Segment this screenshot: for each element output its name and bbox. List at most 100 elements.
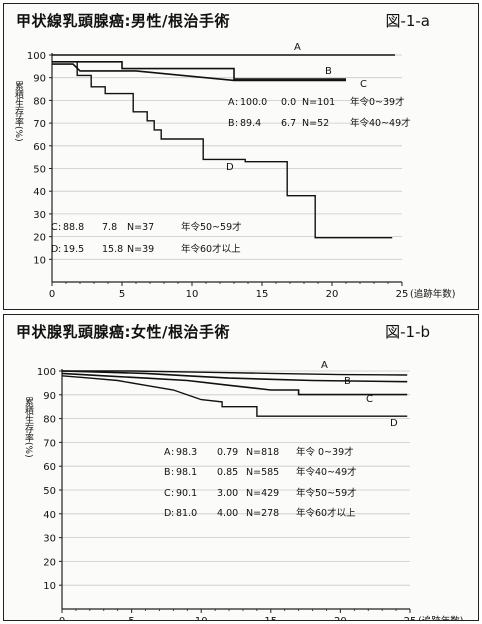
stat-separator: : <box>171 508 174 519</box>
stat-separator: : <box>58 222 61 233</box>
stat-age: 年令40~49才 <box>296 466 357 478</box>
x-tick-label: 20 <box>326 289 339 300</box>
stat-se: 0.79 <box>217 447 238 458</box>
stat-rate: 88.8 <box>63 222 84 233</box>
stat-n: N=39 <box>127 244 154 255</box>
stat-n: N=37 <box>127 222 154 233</box>
stat-separator: : <box>235 97 238 108</box>
stat-n: N=818 <box>246 447 279 458</box>
y-tick-label: 40 <box>33 187 46 198</box>
stat-group: A <box>164 447 171 458</box>
stat-se: 7.8 <box>102 222 117 233</box>
series-line-c <box>52 63 346 82</box>
stat-age: 年令50~59才 <box>181 221 242 233</box>
y-tick-label: 80 <box>33 96 46 107</box>
series-line-d <box>52 61 393 239</box>
stat-separator: : <box>58 244 61 255</box>
stat-group: B <box>164 467 171 478</box>
stat-age: 年令50~59才 <box>296 487 357 499</box>
stat-rate: 81.0 <box>176 508 197 519</box>
series-line-c <box>61 372 408 396</box>
y-tick-label: 70 <box>33 119 46 130</box>
y-tick-label: 50 <box>43 486 56 497</box>
x-axis-label: (追跡年数) <box>410 288 455 300</box>
y-tick-label: 90 <box>33 74 46 85</box>
series-line-a <box>62 370 408 376</box>
stat-rate: 89.4 <box>240 118 261 129</box>
figure-label: 図-1-b <box>385 323 430 341</box>
x-tick-label: 0 <box>59 616 65 620</box>
x-tick-label: 15 <box>256 289 269 300</box>
figure-label: 図-1-a <box>385 12 430 30</box>
x-tick-label: 25 <box>396 289 409 300</box>
stat-rate: 90.1 <box>176 488 197 499</box>
series-label-a: A <box>294 42 301 53</box>
survival-chart-male: 10 20 30 40 50 60 70 80 90 100 0 5 10 15 20 25 (追跡年数) 累積生… <box>13 42 455 300</box>
y-tick-label: 90 <box>43 391 56 402</box>
chart-title: 甲状腺乳頭腺癌:女性/根治手術 <box>16 323 230 341</box>
series-label-c: C <box>360 79 367 90</box>
x-tick-label: 5 <box>128 616 134 620</box>
stat-age: 年令0~39才 <box>350 96 405 108</box>
stat-se: 15.8 <box>102 244 123 255</box>
y-axis-label: 累積生存率(%) <box>13 81 24 142</box>
stat-n: N=278 <box>246 508 279 519</box>
stat-se: 6.7 <box>281 118 296 129</box>
stat-age: 年令 0~39才 <box>296 446 354 458</box>
y-tick-label: 80 <box>43 415 56 426</box>
chart-panel-male: 甲状線乳頭腺癌:男性/根治手術 図-1-a 10 20 30 40 50 60 70 80 90… <box>3 3 479 310</box>
chart-title: 甲状線乳頭腺癌:男性/根治手術 <box>16 12 230 30</box>
series-label-d: D <box>390 418 398 429</box>
stat-rate: 98.3 <box>176 447 197 458</box>
x-tick-label: 10 <box>186 289 199 300</box>
stat-age: 年令40~49才 <box>350 117 411 129</box>
y-tick-label: 60 <box>43 462 56 473</box>
stat-group: D <box>164 508 171 519</box>
stat-age: 年令60才以上 <box>181 243 241 255</box>
x-tick-label: 15 <box>264 616 277 620</box>
stat-separator: : <box>171 488 174 499</box>
x-axis-label: (追跡年数) <box>418 615 463 620</box>
y-tick-label: 100 <box>37 367 56 378</box>
series-label-a: A <box>321 360 328 371</box>
series-line-d <box>61 375 408 417</box>
y-tick-label: 40 <box>43 510 56 521</box>
y-tick-label: 100 <box>27 51 46 62</box>
y-tick-label: 10 <box>33 255 46 266</box>
y-tick-label: 30 <box>43 534 56 545</box>
series-label-b: B <box>344 376 351 387</box>
stat-age: 年令60才以上 <box>296 507 356 519</box>
y-tick-label: 20 <box>43 557 56 568</box>
stat-rate: 100.0 <box>240 97 267 108</box>
stat-group: C <box>51 222 58 233</box>
y-tick-label: 30 <box>33 210 46 221</box>
stat-rate: 98.1 <box>176 467 197 478</box>
stat-n: N=101 <box>302 97 335 108</box>
x-tick-label: 0 <box>49 289 55 300</box>
stat-se: 0.0 <box>281 97 296 108</box>
x-tick-label: 10 <box>195 616 208 620</box>
x-tick-label: 5 <box>119 289 125 300</box>
stat-n: N=585 <box>246 467 279 478</box>
y-tick-label: 60 <box>33 142 46 153</box>
x-tick-label: 25 <box>404 616 417 620</box>
y-tick-label: 70 <box>43 438 56 449</box>
series-label-d: D <box>226 162 234 173</box>
stat-se: 3.00 <box>217 488 238 499</box>
stat-n: N=429 <box>246 488 279 499</box>
y-axis-label: 累積生存率(%) <box>23 397 34 458</box>
stat-separator: : <box>171 467 174 478</box>
stat-se: 0.85 <box>217 467 238 478</box>
stat-group: D <box>51 244 58 255</box>
stat-separator: : <box>235 118 238 129</box>
stat-group: C <box>164 488 171 499</box>
series-line-b <box>52 60 346 80</box>
x-tick-label: 20 <box>334 616 347 620</box>
stat-rate: 19.5 <box>63 244 84 255</box>
stat-se: 4.00 <box>217 508 238 519</box>
y-tick-label: 10 <box>43 581 56 592</box>
series-line-b <box>61 370 408 383</box>
stat-n: N=52 <box>302 118 329 129</box>
survival-chart-female: 10 20 30 40 50 60 70 80 90 100 0 5 10 15 20 25(追跡年数) 累積生… <box>23 360 463 620</box>
series-label-c: C <box>366 394 373 405</box>
